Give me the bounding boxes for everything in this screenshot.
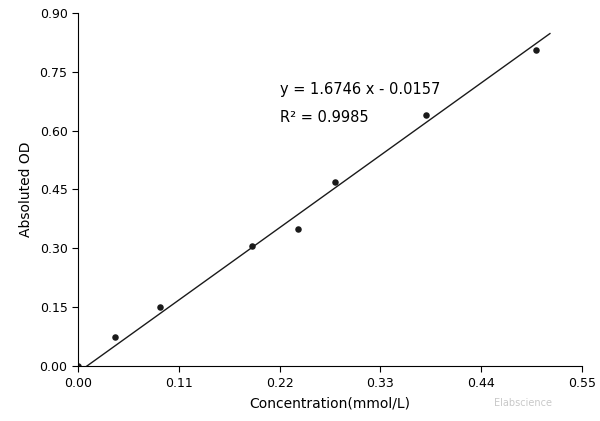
Point	[330, 178, 340, 185]
Point	[73, 363, 83, 370]
Point	[155, 304, 165, 311]
Point	[110, 333, 119, 340]
Y-axis label: Absoluted OD: Absoluted OD	[19, 142, 32, 237]
Point	[421, 112, 431, 118]
Point	[293, 225, 303, 232]
X-axis label: Concentration(mmol/L): Concentration(mmol/L)	[250, 397, 410, 410]
Text: y = 1.6746 x - 0.0157: y = 1.6746 x - 0.0157	[280, 82, 440, 97]
Text: Elabscience: Elabscience	[494, 398, 552, 408]
Point	[247, 242, 257, 249]
Point	[532, 47, 541, 53]
Text: R² = 0.9985: R² = 0.9985	[280, 109, 368, 125]
